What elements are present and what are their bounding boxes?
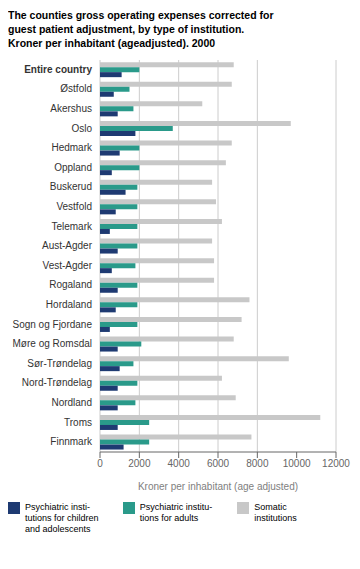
svg-text:4000: 4000 xyxy=(168,458,191,469)
svg-text:Aust-Agder: Aust-Agder xyxy=(42,240,93,251)
html-text:The counties gross operating e: The counties gross operating expenses co… xyxy=(8,9,274,49)
svg-text:Rogaland: Rogaland xyxy=(49,279,92,290)
svg-text:Finnmark: Finnmark xyxy=(50,436,93,447)
svg-text:0: 0 xyxy=(97,458,103,469)
svg-text:Nordland: Nordland xyxy=(51,397,92,408)
html-text:Psychiatric insti- tutions for: Psychiatric insti- tutions for children … xyxy=(25,502,99,534)
svg-text:8000: 8000 xyxy=(246,458,269,469)
svg-text:Møre og Romsdal: Møre og Romsdal xyxy=(13,338,92,349)
html-text:Psychiatric institu- tions for: Psychiatric institu- tions for adults xyxy=(139,502,213,523)
svg-text:Sør-Trøndelag: Sør-Trøndelag xyxy=(27,358,92,369)
svg-text:Vestfold: Vestfold xyxy=(56,201,92,212)
svg-text:Kroner per inhabitant (age adj: Kroner per inhabitant (age adjusted) xyxy=(138,481,298,492)
svg-text:Sogn og Fjordane: Sogn og Fjordane xyxy=(12,319,92,330)
svg-text:Nord-Trøndelag: Nord-Trøndelag xyxy=(22,377,92,388)
svg-text:Hedmark: Hedmark xyxy=(51,142,93,153)
svg-text:Akershus: Akershus xyxy=(50,103,92,114)
svg-text:6000: 6000 xyxy=(207,458,230,469)
svg-text:Telemark: Telemark xyxy=(51,221,93,232)
svg-text:12000: 12000 xyxy=(322,458,350,469)
svg-text:Troms: Troms xyxy=(64,417,92,428)
svg-text:10000: 10000 xyxy=(283,458,311,469)
svg-text:Oppland: Oppland xyxy=(54,162,92,173)
svg-text:Vest-Agder: Vest-Agder xyxy=(43,260,93,271)
svg-text:2000: 2000 xyxy=(128,458,151,469)
svg-text:Hordaland: Hordaland xyxy=(46,299,92,310)
html-text:Somatic institutions: Somatic institutions xyxy=(254,502,297,523)
svg-text:Oslo: Oslo xyxy=(71,123,92,134)
svg-text:Østfold: Østfold xyxy=(60,83,92,94)
svg-text:Entire country: Entire country xyxy=(24,64,92,75)
svg-text:Buskerud: Buskerud xyxy=(50,181,92,192)
